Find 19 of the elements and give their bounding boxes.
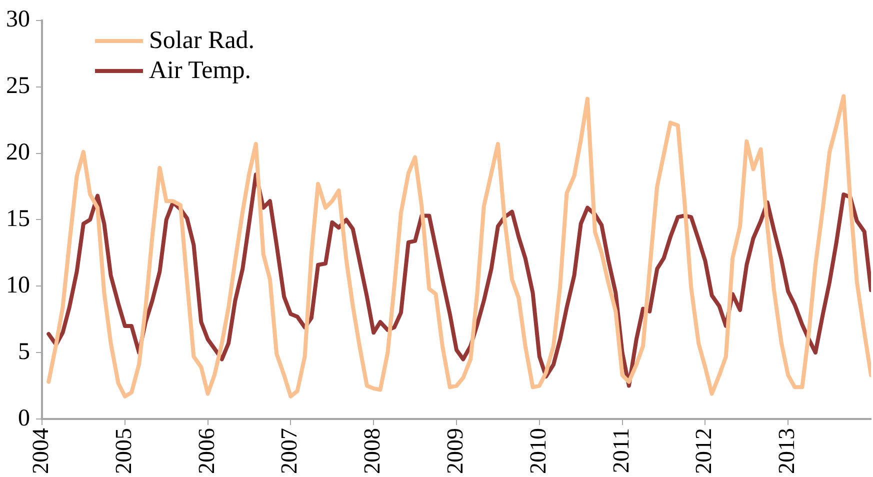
x-tick-label: 2005	[110, 428, 136, 474]
legend-label: Solar Rad.	[149, 26, 255, 56]
y-tick-label: 15	[6, 206, 30, 232]
x-tick-label: 2007	[276, 428, 302, 474]
y-tick-label: 0	[18, 405, 30, 432]
x-tick-label: 2011	[608, 428, 634, 474]
y-tick-label: 10	[6, 272, 30, 298]
x-tick-label: 2013	[774, 428, 800, 474]
x-tick-label: 2008	[360, 428, 385, 474]
x-tick-label: 2006	[194, 428, 219, 474]
x-tick-label: 2009	[442, 428, 468, 474]
y-tick-label: 30	[6, 6, 30, 33]
x-tick-label: 2010	[525, 428, 550, 474]
y-tick-label: 5	[18, 338, 30, 365]
y-tick-label: 25	[6, 73, 30, 100]
x-tick-label: 2004	[28, 428, 54, 474]
legend-label: Air Temp.	[149, 56, 251, 86]
x-tick-label: 2012	[691, 428, 716, 474]
y-tick-label: 20	[6, 140, 30, 166]
